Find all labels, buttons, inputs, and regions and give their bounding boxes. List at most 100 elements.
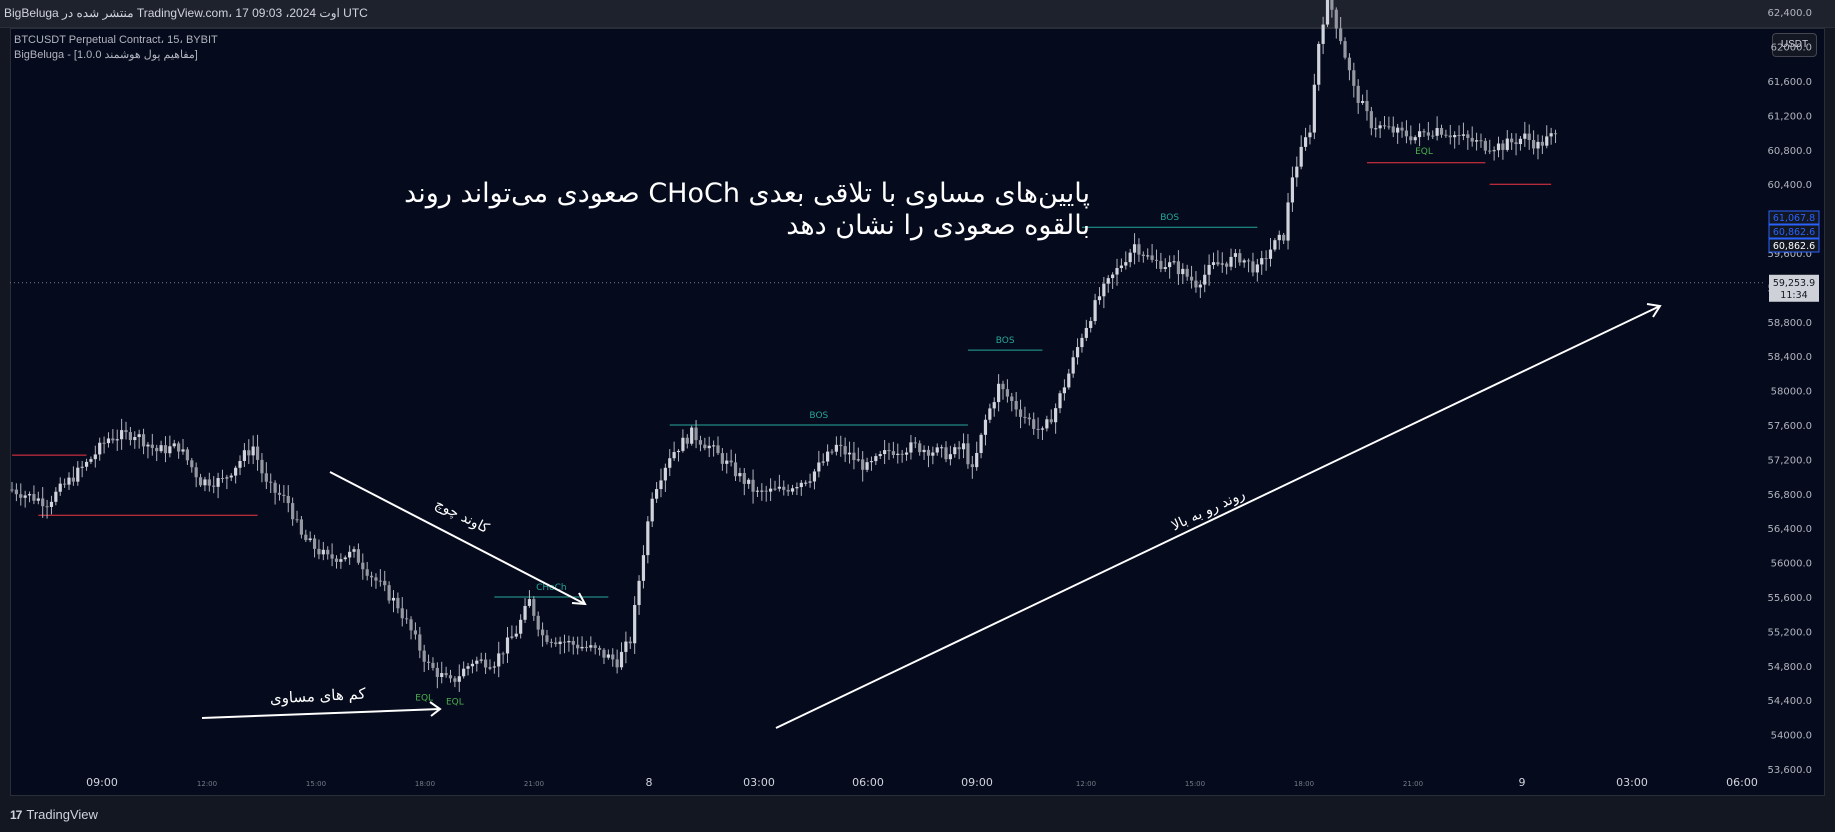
y-tick-label: 54,800.0 (1767, 662, 1812, 673)
candle-body (1317, 43, 1321, 85)
y-tick-label: 59,600.0 (1767, 249, 1812, 260)
candle-body (41, 498, 45, 507)
candle-body (71, 477, 75, 482)
time-axis: 09:00 12:00 15:00 18:00 21:00 8 03:00 06:00 09:0… (86, 776, 1758, 789)
candle-body (1540, 141, 1544, 146)
candle-body (128, 432, 132, 441)
candle-body (247, 450, 251, 456)
candle-body (80, 466, 84, 468)
symbol-title[interactable]: BTCUSDT Perpetual Contract، 15، BYBIT (14, 34, 218, 46)
candle-body (1075, 347, 1080, 358)
chart-pane[interactable] (10, 28, 1825, 796)
indicator-title[interactable]: BigBeluga - [مفاهیم پول هوشمند 1.0.0] (14, 49, 198, 61)
candle-body (707, 445, 711, 449)
candle-body (979, 434, 983, 453)
candle-body (1220, 263, 1224, 265)
candle-body (865, 462, 869, 470)
candle-body (1308, 132, 1312, 138)
candle-body (1334, 9, 1338, 29)
candle-body (1010, 396, 1014, 401)
candle-body (212, 485, 216, 487)
candle-body (1488, 150, 1492, 152)
candle-body (216, 478, 220, 487)
candle-body (799, 482, 803, 488)
candle-body (926, 449, 931, 456)
candle-body (1067, 373, 1071, 388)
candle-body (545, 635, 549, 642)
candle-body (804, 482, 808, 484)
candle-body (387, 585, 391, 601)
x-tick-label: 12:00 (197, 780, 217, 788)
candle-body (1115, 268, 1119, 275)
candle-body (1185, 268, 1189, 277)
candle-body (234, 467, 238, 476)
candle-body (383, 580, 387, 586)
price-label: 61,067.8 (1773, 213, 1815, 224)
candle-body (1225, 263, 1229, 267)
tradingview-brand[interactable]: 17 TradingView (10, 807, 98, 822)
x-tick-label: 8 (646, 776, 653, 789)
candle-body (1198, 284, 1202, 288)
candle-body (146, 444, 150, 447)
candle-body (440, 673, 444, 677)
candle-body (1277, 234, 1281, 241)
candle-body (334, 558, 339, 562)
candle-body (1233, 253, 1238, 257)
candle-body (1369, 111, 1373, 129)
candle-body (453, 678, 457, 682)
candle-body (1102, 283, 1106, 297)
candle-body (1207, 264, 1211, 275)
candle-body (1251, 261, 1255, 273)
candle-body (1124, 262, 1128, 266)
candle-body (1545, 136, 1549, 146)
candle-body (207, 479, 211, 486)
candle-body (1444, 134, 1448, 136)
candle-body (663, 467, 667, 481)
candle-body (1505, 138, 1509, 150)
candle-body (659, 480, 663, 490)
candle-body (36, 498, 40, 501)
candle-body (698, 440, 703, 445)
choch-arrow (329, 471, 586, 605)
currency-button[interactable]: USDT (1772, 33, 1817, 57)
candle-body (32, 494, 36, 501)
candle-body (269, 481, 273, 483)
candle-body (887, 450, 891, 452)
eql-label: EQL (446, 698, 464, 708)
candle-body (479, 659, 483, 661)
candle-body (198, 477, 203, 486)
candle-body (49, 501, 54, 507)
candle-body (369, 575, 374, 578)
candle-body (1391, 126, 1395, 133)
candle-body (348, 551, 352, 558)
candle-body (435, 667, 439, 677)
candle-body (1439, 128, 1444, 135)
candle-body (624, 641, 628, 652)
candle-body (102, 442, 106, 444)
candle-body (1071, 357, 1075, 374)
x-tick-label: 18:00 (1294, 780, 1314, 788)
candle-body (720, 453, 724, 464)
candle-body (668, 458, 672, 468)
candle-body (514, 633, 518, 637)
candle-body (725, 460, 729, 464)
candle-body (769, 488, 773, 492)
candle-body (457, 676, 461, 682)
candle-body (641, 555, 646, 581)
candle-body (1027, 417, 1031, 420)
candle-body (1378, 125, 1382, 129)
candle-body (1417, 131, 1422, 138)
candle-body (444, 673, 448, 676)
candle-body (1553, 133, 1558, 135)
x-tick-label: 21:00 (1403, 780, 1423, 788)
candle-body (317, 548, 321, 555)
candle-body (168, 446, 172, 454)
last-price-box (1769, 274, 1819, 302)
candle-body (1466, 134, 1470, 138)
last-price-label: 59,253.9 (1773, 278, 1815, 289)
candle-body (1238, 253, 1242, 263)
candle-body (291, 503, 295, 520)
candle-body (1325, 0, 1330, 25)
x-tick-label: 03:00 (743, 776, 775, 789)
candle-body (1409, 136, 1413, 141)
